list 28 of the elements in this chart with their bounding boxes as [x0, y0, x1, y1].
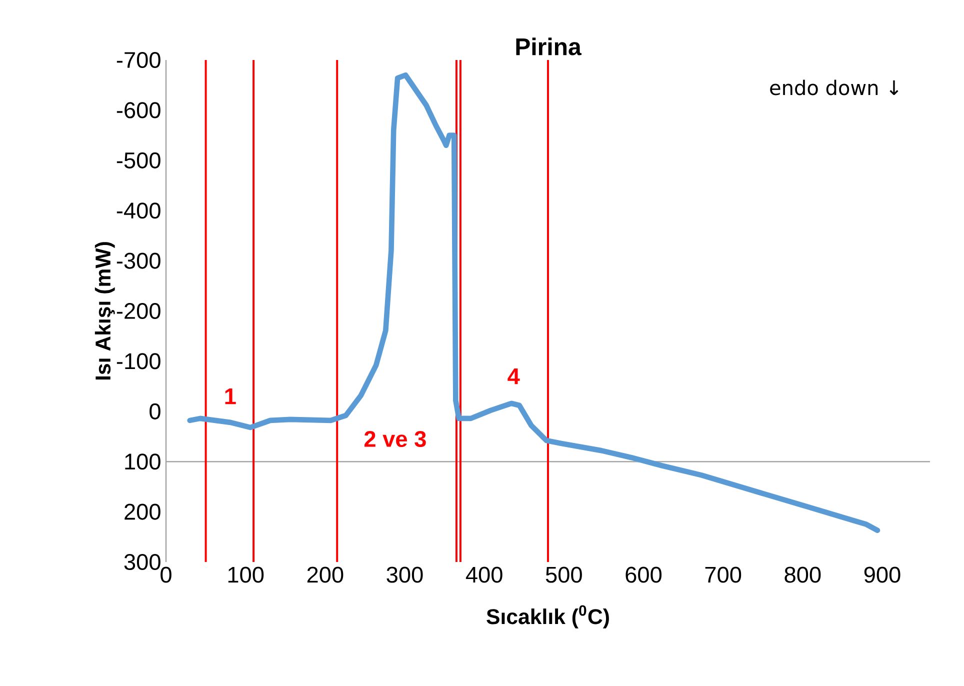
x-tick-label: 0 — [160, 566, 172, 583]
y-tick-label: -700 — [116, 52, 160, 68]
x-tick-label: 100 — [228, 566, 264, 583]
y-tick-label: -100 — [116, 353, 160, 370]
y-tick-label: 300 — [124, 554, 160, 570]
y-tick-label: -600 — [116, 102, 160, 118]
y-tick-label: -300 — [116, 252, 160, 269]
y-tick-label: -400 — [116, 202, 160, 219]
y-tick-label: 0 — [150, 403, 160, 420]
y-tick-label: 200 — [124, 504, 160, 520]
x-tick-label: 900 — [864, 566, 900, 583]
y-tick-label: 100 — [125, 454, 160, 470]
x-tick-label: 500 — [546, 566, 582, 583]
x-tick-label: 800 — [784, 566, 821, 583]
y-tick-label: -200 — [116, 302, 160, 320]
x-tick-label: 600 — [626, 566, 662, 583]
annotation: 2 ve 3 — [364, 430, 426, 448]
annotation: 4 — [508, 368, 520, 384]
y-axis-title: Isı Akışı (mW) — [94, 242, 115, 380]
x-tick-label: 400 — [466, 566, 502, 583]
x-tick-label: 700 — [705, 566, 742, 583]
x-axis-title: Sıcaklık ($^{0}$C) — [486, 605, 609, 628]
chart-title: Pirina — [516, 38, 582, 56]
annotation: 1 — [225, 388, 236, 404]
x-tick-label: 300 — [386, 566, 423, 583]
x-tick-label: 200 — [307, 566, 344, 583]
y-tick-label: -500 — [116, 152, 160, 168]
annotation: endo down ↓ — [770, 80, 898, 96]
